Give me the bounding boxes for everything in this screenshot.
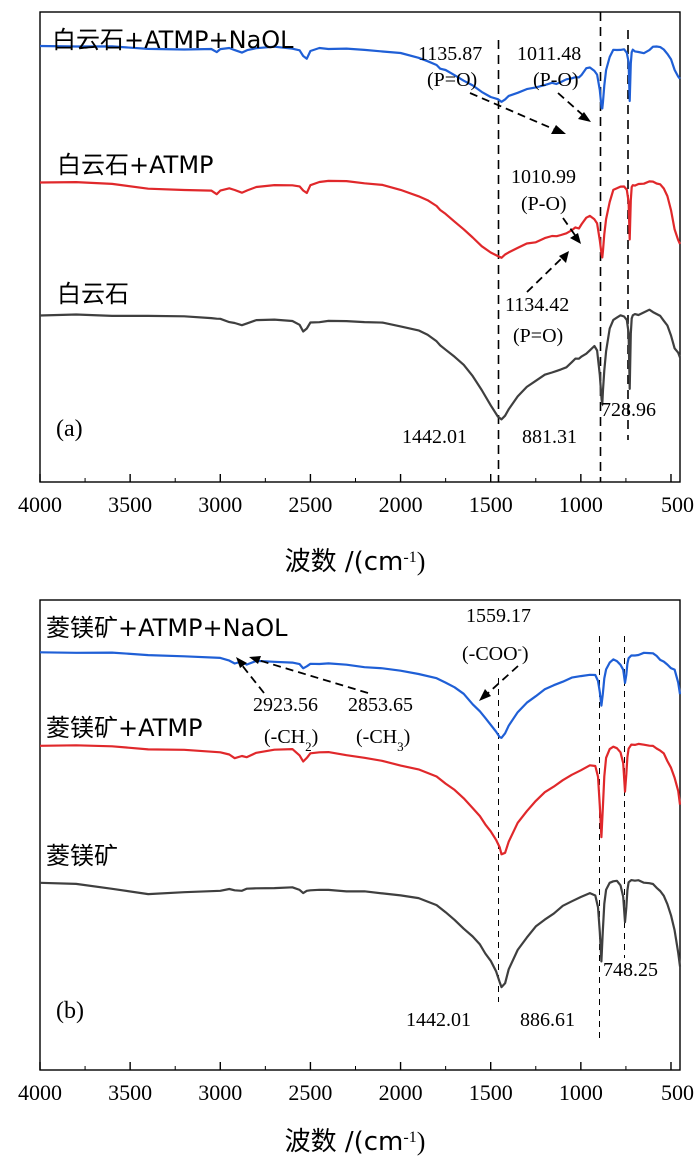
- x-tick-label-b-1000: 1000: [559, 1080, 603, 1105]
- panel-label-a: (a): [56, 416, 83, 442]
- annotation-peak-a-881: 881.31: [522, 426, 577, 448]
- spectrum-line-b-3: [39, 879, 682, 989]
- plot-frame-b: [39, 599, 681, 1071]
- annotation-group-a-3: (P-O): [521, 193, 567, 215]
- annotation-arrows-b: [240, 659, 519, 696]
- plot-frame-a: [39, 11, 681, 483]
- x-tick-label-b-1500: 1500: [469, 1080, 513, 1105]
- x-tick-label-a-1500: 1500: [469, 492, 513, 517]
- x-tick-label-b-4000: 4000: [18, 1080, 62, 1105]
- annotation-peak-a-729: 728.96: [601, 399, 656, 421]
- annotation-value-a-1: 1135.87: [418, 43, 482, 65]
- x-axis-b: 4000 3500 3000 2500 2000 1500 1000 500: [18, 1062, 694, 1105]
- annotation-value-a-4: 1134.42: [505, 294, 569, 316]
- annotation-group-a-1: (P=O): [427, 69, 477, 91]
- annotation-value-a-2: 1011.48: [517, 43, 581, 65]
- x-tick-label-b-2000: 2000: [379, 1080, 423, 1105]
- annotation-peak-b-748: 748.25: [603, 959, 658, 981]
- x-tick-label-a-3500: 3500: [108, 492, 152, 517]
- series-label-a-2: 白云石+ATMP: [57, 151, 214, 179]
- series-label-a-1: 白云石+ATMP+NaOL: [52, 26, 294, 54]
- spectrum-line-b-1: [39, 651, 682, 739]
- arrowhead-b-3: [249, 656, 261, 664]
- arrowhead-b-2: [236, 657, 247, 668]
- panel-b: 菱镁矿+ATMP+NaOL 菱镁矿+ATMP 菱镁矿 1559.17 (-COO…: [18, 599, 694, 1157]
- x-tick-label-a-500: 500: [661, 492, 694, 517]
- x-tick-label-a-2500: 2500: [288, 492, 332, 517]
- arrow-b-3: [257, 659, 369, 694]
- arrowhead-a-1: [551, 125, 566, 134]
- arrowhead-a-2: [578, 112, 591, 122]
- x-axis-title-a: 波数 /(cm-1): [285, 547, 426, 577]
- arrow-b-1: [485, 665, 519, 696]
- arrow-a-3: [562, 217, 578, 239]
- series-group-a: [39, 44, 682, 421]
- series-group-b: [39, 651, 682, 989]
- spectrum-line-a-1: [39, 44, 681, 110]
- series-label-b-1: 菱镁矿+ATMP+NaOL: [46, 614, 288, 642]
- series-label-b-3: 菱镁矿: [46, 842, 118, 870]
- x-tick-label-b-3000: 3000: [198, 1080, 242, 1105]
- arrowhead-b-1: [479, 689, 491, 701]
- annotation-arrowheads-b: [236, 656, 491, 701]
- arrowhead-a-3: [570, 233, 581, 244]
- annotation-peak-b-1442: 1442.01: [406, 1009, 471, 1031]
- annotation-arrowheads-a: [551, 112, 591, 263]
- annotation-arrows-a: [469, 92, 586, 293]
- x-tick-label-b-2500: 2500: [288, 1080, 332, 1105]
- annotation-group-b-1: (-COO-): [462, 641, 529, 666]
- x-tick-label-b-3500: 3500: [108, 1080, 152, 1105]
- x-tick-label-a-4000: 4000: [18, 492, 62, 517]
- panel-label-b: (b): [56, 998, 84, 1024]
- x-axis-a: 4000 3500 3000 2500 2000 1500 1000 500: [18, 474, 694, 517]
- annotation-peak-a-1442: 1442.01: [402, 426, 467, 448]
- x-tick-label-a-3000: 3000: [198, 492, 242, 517]
- annotation-value-b-1: 1559.17: [466, 605, 531, 627]
- annotation-value-b-2: 2923.56: [253, 694, 318, 716]
- annotation-group-b-3: (-CH3): [356, 726, 410, 754]
- x-tick-label-a-1000: 1000: [559, 492, 603, 517]
- annotation-value-a-3: 1010.99: [511, 166, 576, 188]
- arrowhead-a-4: [559, 251, 569, 263]
- x-tick-label-a-2000: 2000: [379, 492, 423, 517]
- spectrum-line-a-2: [39, 179, 681, 259]
- arrow-a-4: [526, 257, 563, 293]
- annotation-peak-b-886: 886.61: [520, 1009, 575, 1031]
- annotation-value-b-3: 2853.65: [348, 694, 413, 716]
- x-tick-label-b-500: 500: [661, 1080, 694, 1105]
- annotation-group-b-2: (-CH2): [264, 726, 318, 754]
- spectrum-line-b-2: [39, 742, 682, 856]
- panel-a: 白云石+ATMP+NaOL 白云石+ATMP 白云石 1135.87 (P=O)…: [18, 11, 694, 577]
- annotation-group-a-2: (P-O): [533, 69, 579, 91]
- arrow-a-1: [469, 92, 559, 132]
- series-label-b-2: 菱镁矿+ATMP: [46, 714, 203, 742]
- series-label-a-3: 白云石: [57, 280, 129, 308]
- x-axis-title-b: 波数 /(cm-1): [285, 1127, 426, 1157]
- annotation-group-a-4: (P=O): [513, 325, 563, 347]
- arrow-a-2: [557, 92, 586, 118]
- spectrum-line-a-3: [39, 308, 682, 421]
- arrow-b-2: [240, 663, 265, 694]
